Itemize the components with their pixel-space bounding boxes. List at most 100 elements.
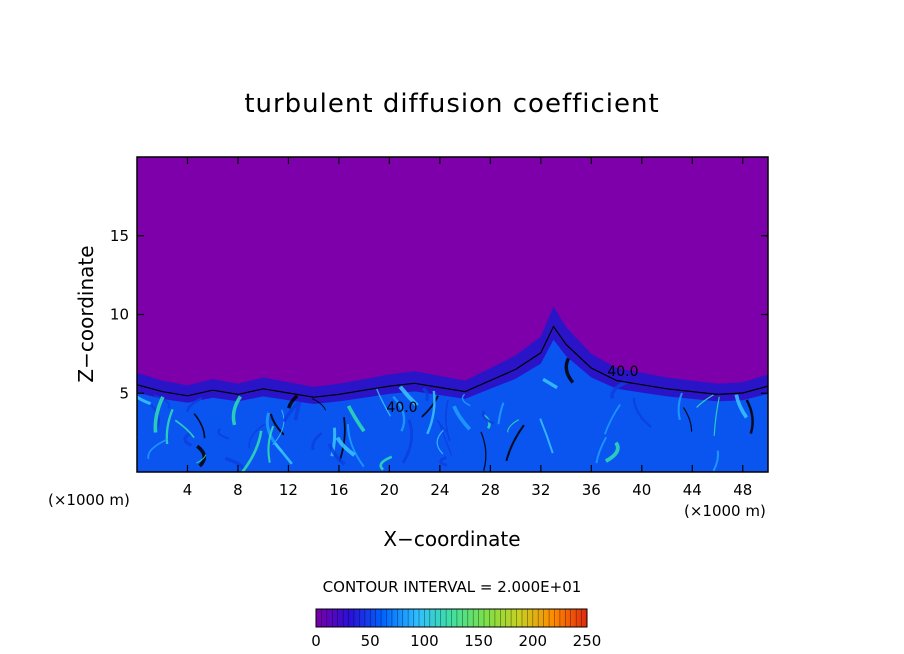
contour-line: [137, 325, 768, 398]
turbulent-layer-mid: [137, 339, 768, 472]
turbulence-streak: [335, 436, 356, 457]
turbulence-streak: [147, 438, 168, 460]
turbulence-streak: [137, 432, 139, 439]
turbulence-streak: [269, 413, 285, 436]
turbulence-streak: [183, 431, 193, 447]
turbulence-streaks: [137, 357, 754, 472]
turbulence-streak: [398, 385, 419, 408]
turbulence-streak: [392, 395, 406, 432]
turbulence-streak: [376, 388, 392, 417]
y-tick-label: 15: [110, 227, 129, 245]
turbulence-streak: [539, 418, 554, 454]
turbulence-streak: [193, 413, 206, 439]
turbulence-streak: [153, 394, 171, 409]
turbulence-streak: [421, 386, 430, 402]
turbulence-streak: [217, 427, 230, 440]
contour-label: 40.0: [386, 400, 417, 416]
turbulence-streak: [426, 390, 436, 435]
turbulence-streak: [347, 424, 365, 468]
turbulence-streak: [137, 394, 152, 406]
turbulence-streak: [480, 431, 487, 471]
x-unit-right: (×1000 m): [684, 502, 766, 520]
y-tick-label: 5: [119, 384, 129, 402]
x-tick-label: 4: [183, 481, 193, 499]
y-axis-ticks: 5 10 15: [110, 227, 768, 402]
x-tick-label: 40: [632, 481, 651, 499]
contour-labels: 40.0 40.0: [386, 364, 638, 416]
turbulence-streak: [311, 398, 326, 411]
turbulence-streak: [437, 420, 453, 456]
colorbar-tick-label: 0: [311, 632, 321, 650]
turbulence-streak: [379, 455, 393, 471]
turbulence-streak: [153, 396, 165, 433]
x-tick-label: 28: [481, 481, 500, 499]
turbulence-streak: [610, 380, 628, 400]
y-tick-label: 10: [110, 306, 129, 324]
x-tick-label: 32: [531, 481, 550, 499]
turbulence-streak: [436, 429, 444, 455]
turbulence-streak: [327, 443, 346, 466]
colorbar-tick-label: 150: [464, 632, 493, 650]
turbulence-streak: [745, 399, 754, 434]
colorbar-tick-label: 250: [573, 632, 602, 650]
turbulence-streak: [224, 456, 246, 471]
turbulence-streak: [481, 410, 495, 425]
x-tick-label: 48: [733, 481, 752, 499]
turbulence-streak: [604, 441, 620, 463]
turbulence-streak: [734, 394, 749, 419]
colorbar-tick-label: 100: [410, 632, 439, 650]
turbulence-streak: [248, 423, 265, 449]
x-tick-label: 20: [380, 481, 399, 499]
turbulence-streak: [542, 377, 558, 390]
turbulence-streak: [165, 408, 174, 445]
colorbar-tick-label: 50: [361, 632, 380, 650]
turbulence-streak: [439, 456, 448, 467]
turbulence-streak: [497, 402, 505, 425]
chart-title: turbulent diffusion coefficient: [244, 89, 659, 119]
x-tick-label: 12: [279, 481, 298, 499]
colorbar-tick-label: 200: [518, 632, 547, 650]
turbulence-streak: [604, 404, 621, 435]
contour-label: 40.0: [607, 364, 638, 380]
turbulence-streak: [287, 394, 299, 409]
turbulence-streak: [421, 395, 439, 418]
turbulence-streak: [267, 425, 275, 463]
x-unit-left: (×1000 m): [48, 491, 130, 509]
y-axis-label: Z−coordinate: [74, 245, 98, 382]
colorbar-tick-labels: 0 50 100 150 200 250: [311, 632, 601, 650]
turbulence-streak: [196, 444, 207, 468]
x-tick-label: 44: [683, 481, 702, 499]
turbulence-streak: [632, 397, 652, 429]
x-tick-label: 8: [233, 481, 243, 499]
turbulence-streak: [311, 431, 323, 451]
turbulence-streak: [505, 424, 525, 462]
x-tick-label: 24: [430, 481, 449, 499]
x-axis-ticks: 4 8 12 16 20 24 28 32 36 40 44 48: [183, 157, 752, 499]
turbulence-streak: [185, 397, 203, 413]
x-tick-label: 36: [582, 481, 601, 499]
turbulence-streak: [445, 399, 451, 442]
turbulence-streak: [273, 442, 293, 465]
turbulence-streak: [595, 436, 608, 464]
turbulence-streak: [231, 395, 242, 426]
turbulence-streak: [174, 419, 195, 439]
turbulence-streak: [677, 392, 683, 421]
turbulence-streak: [452, 405, 472, 431]
turbulence-streak: [712, 450, 720, 472]
turbulence-streak: [346, 405, 366, 433]
x-axis-label: X−coordinate: [383, 527, 520, 551]
plot-field: 40.0 40.0: [137, 157, 768, 472]
turbulence-streak: [293, 401, 302, 421]
contour-interval: CONTOUR INTERVAL = 2.000E+01: [323, 578, 582, 596]
turbulence-streak: [564, 357, 575, 384]
x-tick-label: 16: [329, 481, 348, 499]
colorbar-hatching: [321, 609, 582, 627]
turbulence-streak: [401, 419, 414, 464]
turbulence-streak: [461, 393, 471, 407]
turbulence-streak: [338, 417, 346, 462]
turbulence-streak: [241, 430, 263, 472]
turbulence-streak: [507, 419, 520, 433]
turbulence-streak: [682, 407, 693, 432]
turbulence-streak: [196, 454, 207, 464]
